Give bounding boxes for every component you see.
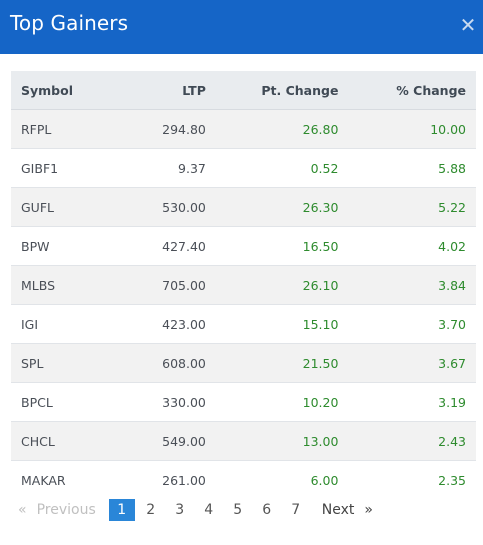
previous-label: Previous (36, 502, 96, 518)
page-button-7[interactable]: 7 (291, 502, 301, 518)
cell-pt-change: 15.10 (215, 304, 349, 344)
cell-ltp: 608.00 (114, 343, 216, 383)
cell-ltp: 330.00 (114, 382, 216, 422)
cell-pt-change: 13.00 (215, 421, 349, 461)
table-header-row: Symbol LTP Pt. Change % Change (11, 71, 476, 110)
table-row[interactable]: SPL 608.00 21.50 3.67 (11, 343, 476, 383)
previous-arrow-icon: « (18, 502, 27, 518)
cell-pct-change: 3.70 (348, 304, 476, 344)
cell-pct-change: 3.67 (348, 343, 476, 383)
cell-symbol: BPCL (11, 382, 115, 422)
page-button-1[interactable]: 1 (108, 499, 135, 521)
cell-symbol: GUFL (11, 187, 115, 227)
cell-pt-change: 0.52 (215, 148, 349, 188)
cell-ltp: 705.00 (114, 265, 216, 305)
cell-pt-change: 16.50 (215, 226, 349, 266)
column-header-symbol[interactable]: Symbol (11, 71, 115, 110)
cell-pct-change: 2.35 (438, 472, 466, 488)
cell-symbol: BPW (11, 226, 115, 266)
cell-pct-change: 10.00 (348, 109, 476, 149)
previous-button[interactable]: « Previous (18, 502, 96, 518)
close-icon[interactable]: ✕ (459, 13, 477, 37)
table-row[interactable]: GIBF1 9.37 0.52 5.88 (11, 148, 476, 188)
page-button-2[interactable]: 2 (146, 502, 156, 518)
dialog-title: Top Gainers (10, 11, 129, 35)
page-button-5[interactable]: 5 (233, 502, 243, 518)
cell-pct-change: 5.22 (348, 187, 476, 227)
top-gainers-table: Symbol LTP Pt. Change % Change RFPL 294.8… (11, 71, 476, 499)
cell-ltp: 427.40 (114, 226, 216, 266)
cell-pt-change: 6.00 (310, 472, 339, 488)
table-row[interactable]: CHCL 549.00 13.00 2.43 (11, 421, 476, 461)
cell-pt-change: 21.50 (215, 343, 349, 383)
next-label: Next (321, 502, 355, 518)
cell-ltp: 530.00 (114, 187, 216, 227)
next-arrow-icon: » (364, 502, 373, 518)
cell-pct-change: 3.84 (348, 265, 476, 305)
cell-ltp: 9.37 (114, 148, 216, 188)
page-button-3[interactable]: 3 (175, 502, 185, 518)
cell-symbol: CHCL (11, 421, 115, 461)
next-button[interactable]: Next » (322, 502, 373, 518)
cell-pct-change: 3.19 (348, 382, 476, 422)
cell-symbol: GIBF1 (11, 148, 115, 188)
cell-pt-change: 26.80 (215, 109, 349, 149)
column-header-pt-change[interactable]: Pt. Change (215, 71, 349, 110)
cell-pt-change: 26.30 (215, 187, 349, 227)
cell-symbol: MLBS (11, 265, 115, 305)
cell-pt-change: 26.10 (215, 265, 349, 305)
table-row[interactable]: GUFL 530.00 26.30 5.22 (11, 187, 476, 227)
cell-symbol: SPL (11, 343, 115, 383)
table-row[interactable]: RFPL 294.80 26.80 10.00 (11, 109, 476, 149)
table-body: RFPL 294.80 26.80 10.00 GIBF1 9.37 0.52 5.88 GUF… (11, 109, 476, 500)
cell-pct-change: 2.43 (348, 421, 476, 461)
table-row[interactable]: MAKAR 261.00 6.00 2.35 (11, 461, 476, 500)
cell-ltp: 261.00 (162, 472, 206, 488)
cell-symbol: IGI (11, 304, 115, 344)
table-row[interactable]: BPW 427.40 16.50 4.02 (11, 226, 476, 266)
page-button-6[interactable]: 6 (262, 502, 272, 518)
column-header-pct-change[interactable]: % Change (348, 71, 476, 110)
table-row[interactable]: MLBS 705.00 26.10 3.84 (11, 265, 476, 305)
cell-symbol: RFPL (11, 109, 115, 149)
cell-symbol: MAKAR (21, 472, 66, 488)
cell-pct-change: 4.02 (348, 226, 476, 266)
cell-pct-change: 5.88 (348, 148, 476, 188)
cell-ltp: 423.00 (114, 304, 216, 344)
cell-pt-change: 10.20 (215, 382, 349, 422)
page-button-4[interactable]: 4 (204, 502, 214, 518)
cell-ltp: 294.80 (114, 109, 216, 149)
column-header-ltp[interactable]: LTP (114, 71, 216, 110)
table-row[interactable]: BPCL 330.00 10.20 3.19 (11, 382, 476, 422)
dialog-header: Top Gainers ✕ (0, 0, 483, 54)
cell-ltp: 549.00 (114, 421, 216, 461)
table-row[interactable]: IGI 423.00 15.10 3.70 (11, 304, 476, 344)
